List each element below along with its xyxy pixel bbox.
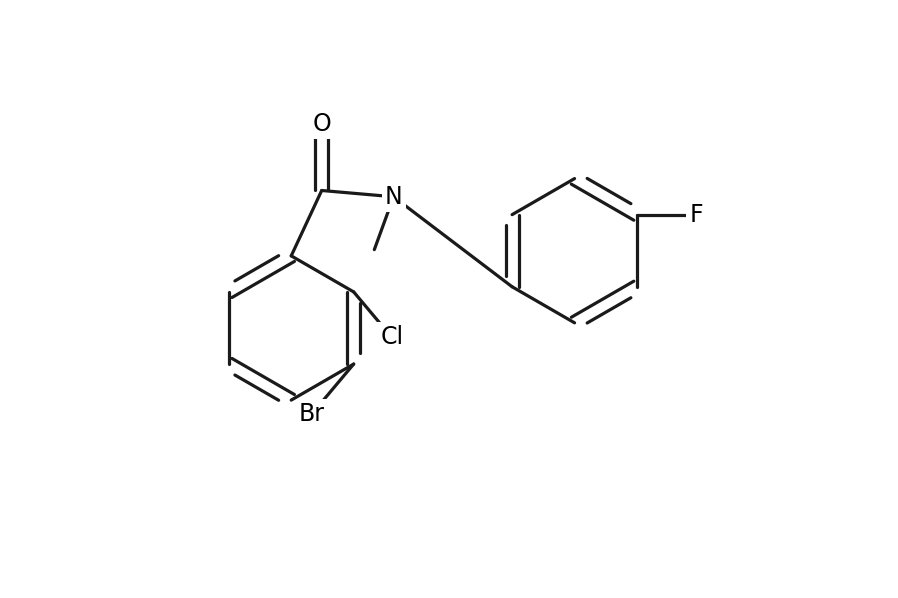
Text: Cl: Cl (380, 325, 403, 349)
Text: F: F (690, 203, 703, 227)
Text: Br: Br (299, 402, 325, 426)
Text: N: N (384, 185, 402, 209)
Text: O: O (313, 112, 331, 136)
